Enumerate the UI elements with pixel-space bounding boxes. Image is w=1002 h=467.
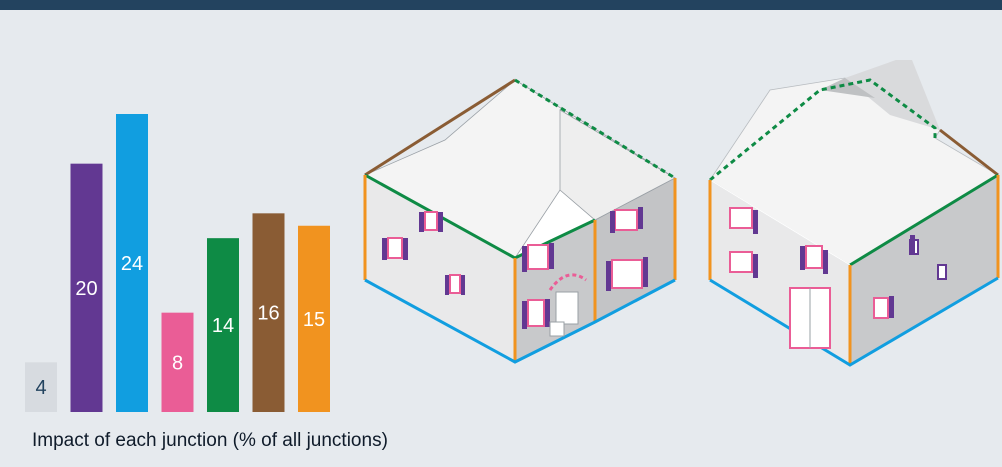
bar	[116, 114, 148, 412]
bar-value-label: 16	[257, 303, 279, 325]
bar-value-label: 15	[303, 309, 325, 331]
bar	[207, 238, 239, 412]
bars-layer: 4 20 24 8 14 16 15	[25, 114, 330, 412]
left-house-illustration	[363, 78, 677, 364]
bar	[298, 225, 330, 412]
bar-value-label: 24	[121, 253, 143, 275]
chart-caption: Impact of each junction (% of all juncti…	[32, 430, 388, 451]
left-house-ridge-line	[514, 78, 676, 180]
left-house-canopy	[548, 273, 587, 291]
left-house-ground-line	[364, 278, 676, 364]
right-house-roof-shadow	[820, 78, 875, 98]
bar	[252, 213, 285, 412]
right-house-illustration	[708, 60, 1000, 367]
bar-value-label: 8	[172, 352, 183, 374]
top-banner	[0, 0, 1002, 10]
right-house-eave-line	[939, 128, 999, 177]
left-house-step	[549, 321, 565, 337]
bar-value-label: 14	[212, 315, 234, 337]
bar	[161, 312, 194, 412]
right-house-windows	[729, 207, 947, 349]
left-house-windows	[382, 207, 648, 329]
house-illustrations	[363, 60, 1000, 367]
left-house-eave-line	[364, 78, 516, 177]
left-house-front-wall	[365, 175, 515, 362]
right-house-ground-line	[709, 276, 999, 367]
right-house-wall-top	[849, 173, 999, 267]
right-house-ridge-line	[709, 78, 937, 182]
bar	[25, 362, 57, 412]
bar	[70, 163, 103, 412]
bar-value-label: 20	[75, 278, 97, 300]
left-house-door	[555, 291, 579, 325]
bar-value-label: 4	[35, 377, 46, 399]
